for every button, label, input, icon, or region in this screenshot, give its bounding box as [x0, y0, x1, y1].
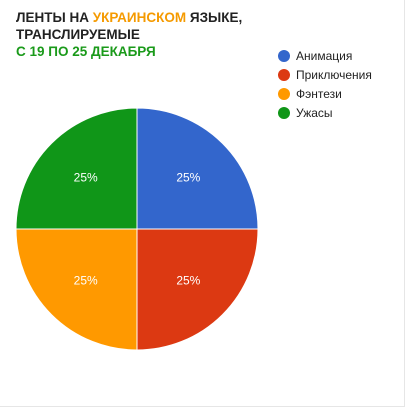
chart-title: ЛЕНТЫ НА УКРАИНСКОМ ЯЗЫКЕ, ТРАНСЛИРУЕМЫЕ — [16, 9, 286, 43]
slice-label-4: 25% — [74, 171, 98, 185]
legend-item-3[interactable]: Фэнтези — [278, 85, 372, 103]
pie-slice-1[interactable] — [136, 107, 259, 230]
title-accent: УКРАИНСКОМ — [92, 10, 187, 25]
pie-slice-2[interactable] — [136, 228, 259, 351]
title-prefix: ЛЕНТЫ НА — [16, 10, 93, 25]
legend-marker — [278, 107, 290, 119]
legend-label: Ужасы — [296, 106, 333, 120]
legend-marker — [278, 88, 290, 100]
title-suffix: ЯЗЫКЕ, ТРАНСЛИРУЕМЫЕ — [16, 10, 243, 42]
slice-label-3: 25% — [74, 273, 98, 287]
pie-slice-4[interactable] — [15, 107, 138, 230]
chart-legend: Анимация Приключения Фэнтези Ужасы — [278, 47, 372, 123]
legend-item-1[interactable]: Анимация — [278, 47, 372, 65]
slice-label-2: 25% — [176, 273, 200, 287]
legend-label: Фэнтези — [296, 87, 342, 101]
legend-marker — [278, 50, 290, 62]
legend-label: Приключения — [296, 68, 372, 82]
pie-slice-3[interactable] — [15, 228, 138, 351]
legend-marker — [278, 69, 290, 81]
chart-subtitle: С 19 ПО 25 ДЕКАБРЯ — [16, 44, 156, 59]
legend-item-4[interactable]: Ужасы — [278, 104, 372, 122]
slice-label-1: 25% — [176, 171, 200, 185]
legend-label: Анимация — [296, 49, 353, 63]
legend-item-2[interactable]: Приключения — [278, 66, 372, 84]
